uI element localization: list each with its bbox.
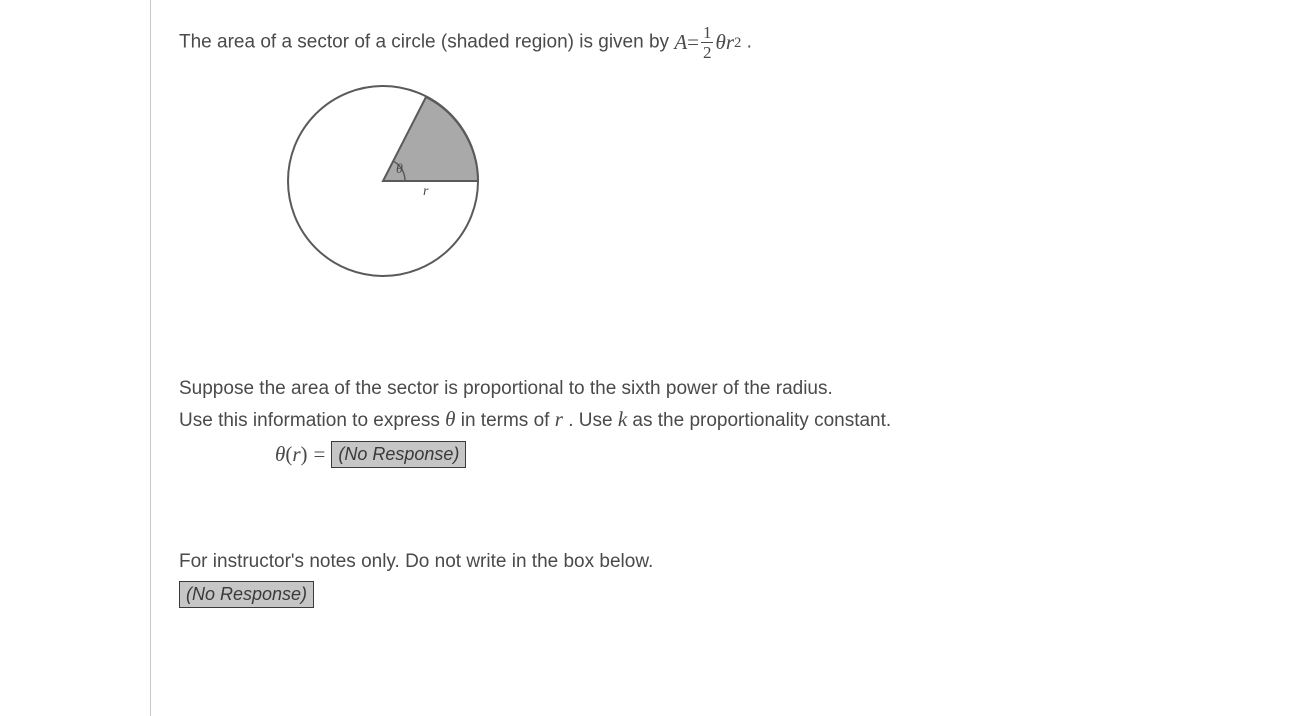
page: The area of a sector of a circle (shaded…: [0, 0, 1306, 716]
content-area: The area of a sector of a circle (shaded…: [151, 0, 1306, 716]
fraction-num: 1: [701, 24, 714, 43]
answer-label: θ(r): [275, 442, 308, 467]
instructor-note: For instructor's notes only. Do not writ…: [179, 548, 1306, 577]
spacer: [179, 327, 1306, 375]
theta-label: θ: [396, 162, 403, 177]
left-gutter: [0, 0, 151, 716]
instructor-box-row: (No Response): [179, 581, 1306, 608]
p2-a: Use this information to express: [179, 410, 445, 431]
body-p1: Suppose the area of the sector is propor…: [179, 375, 1306, 404]
ans-eq: =: [314, 442, 326, 467]
intro-text: The area of a sector of a circle (shaded…: [179, 32, 674, 53]
ans-close: ): [301, 442, 308, 466]
p2-c: . Use: [568, 410, 618, 431]
fraction-den: 2: [701, 43, 714, 61]
var-r: r: [726, 27, 734, 59]
ans-theta: θ: [275, 442, 285, 466]
ans-r: r: [292, 442, 300, 466]
answer-row: θ(r) = (No Response): [275, 441, 1306, 468]
p2-r: r: [555, 407, 563, 431]
p2-b: in terms of: [461, 410, 555, 431]
p2-d: as the proportionality constant.: [632, 410, 891, 431]
sector-svg: θ r: [283, 81, 483, 281]
instructor-input[interactable]: (No Response): [179, 581, 314, 608]
p2-k: k: [618, 407, 627, 431]
sector-diagram: θ r: [283, 81, 1306, 287]
var-theta: θ: [715, 27, 725, 59]
fraction-half: 1 2: [701, 24, 714, 61]
intro-line: The area of a sector of a circle (shaded…: [179, 24, 1306, 61]
body-p2: Use this information to express θ in ter…: [179, 404, 1306, 436]
area-formula: A = 1 2 θ r 2: [674, 24, 741, 61]
spacer-2: [179, 468, 1306, 548]
answer-input[interactable]: (No Response): [331, 441, 466, 468]
var-A: A: [674, 27, 687, 59]
equals-sign: =: [687, 27, 699, 59]
r-label: r: [423, 184, 429, 199]
intro-period: .: [747, 32, 752, 53]
p2-theta: θ: [445, 407, 455, 431]
